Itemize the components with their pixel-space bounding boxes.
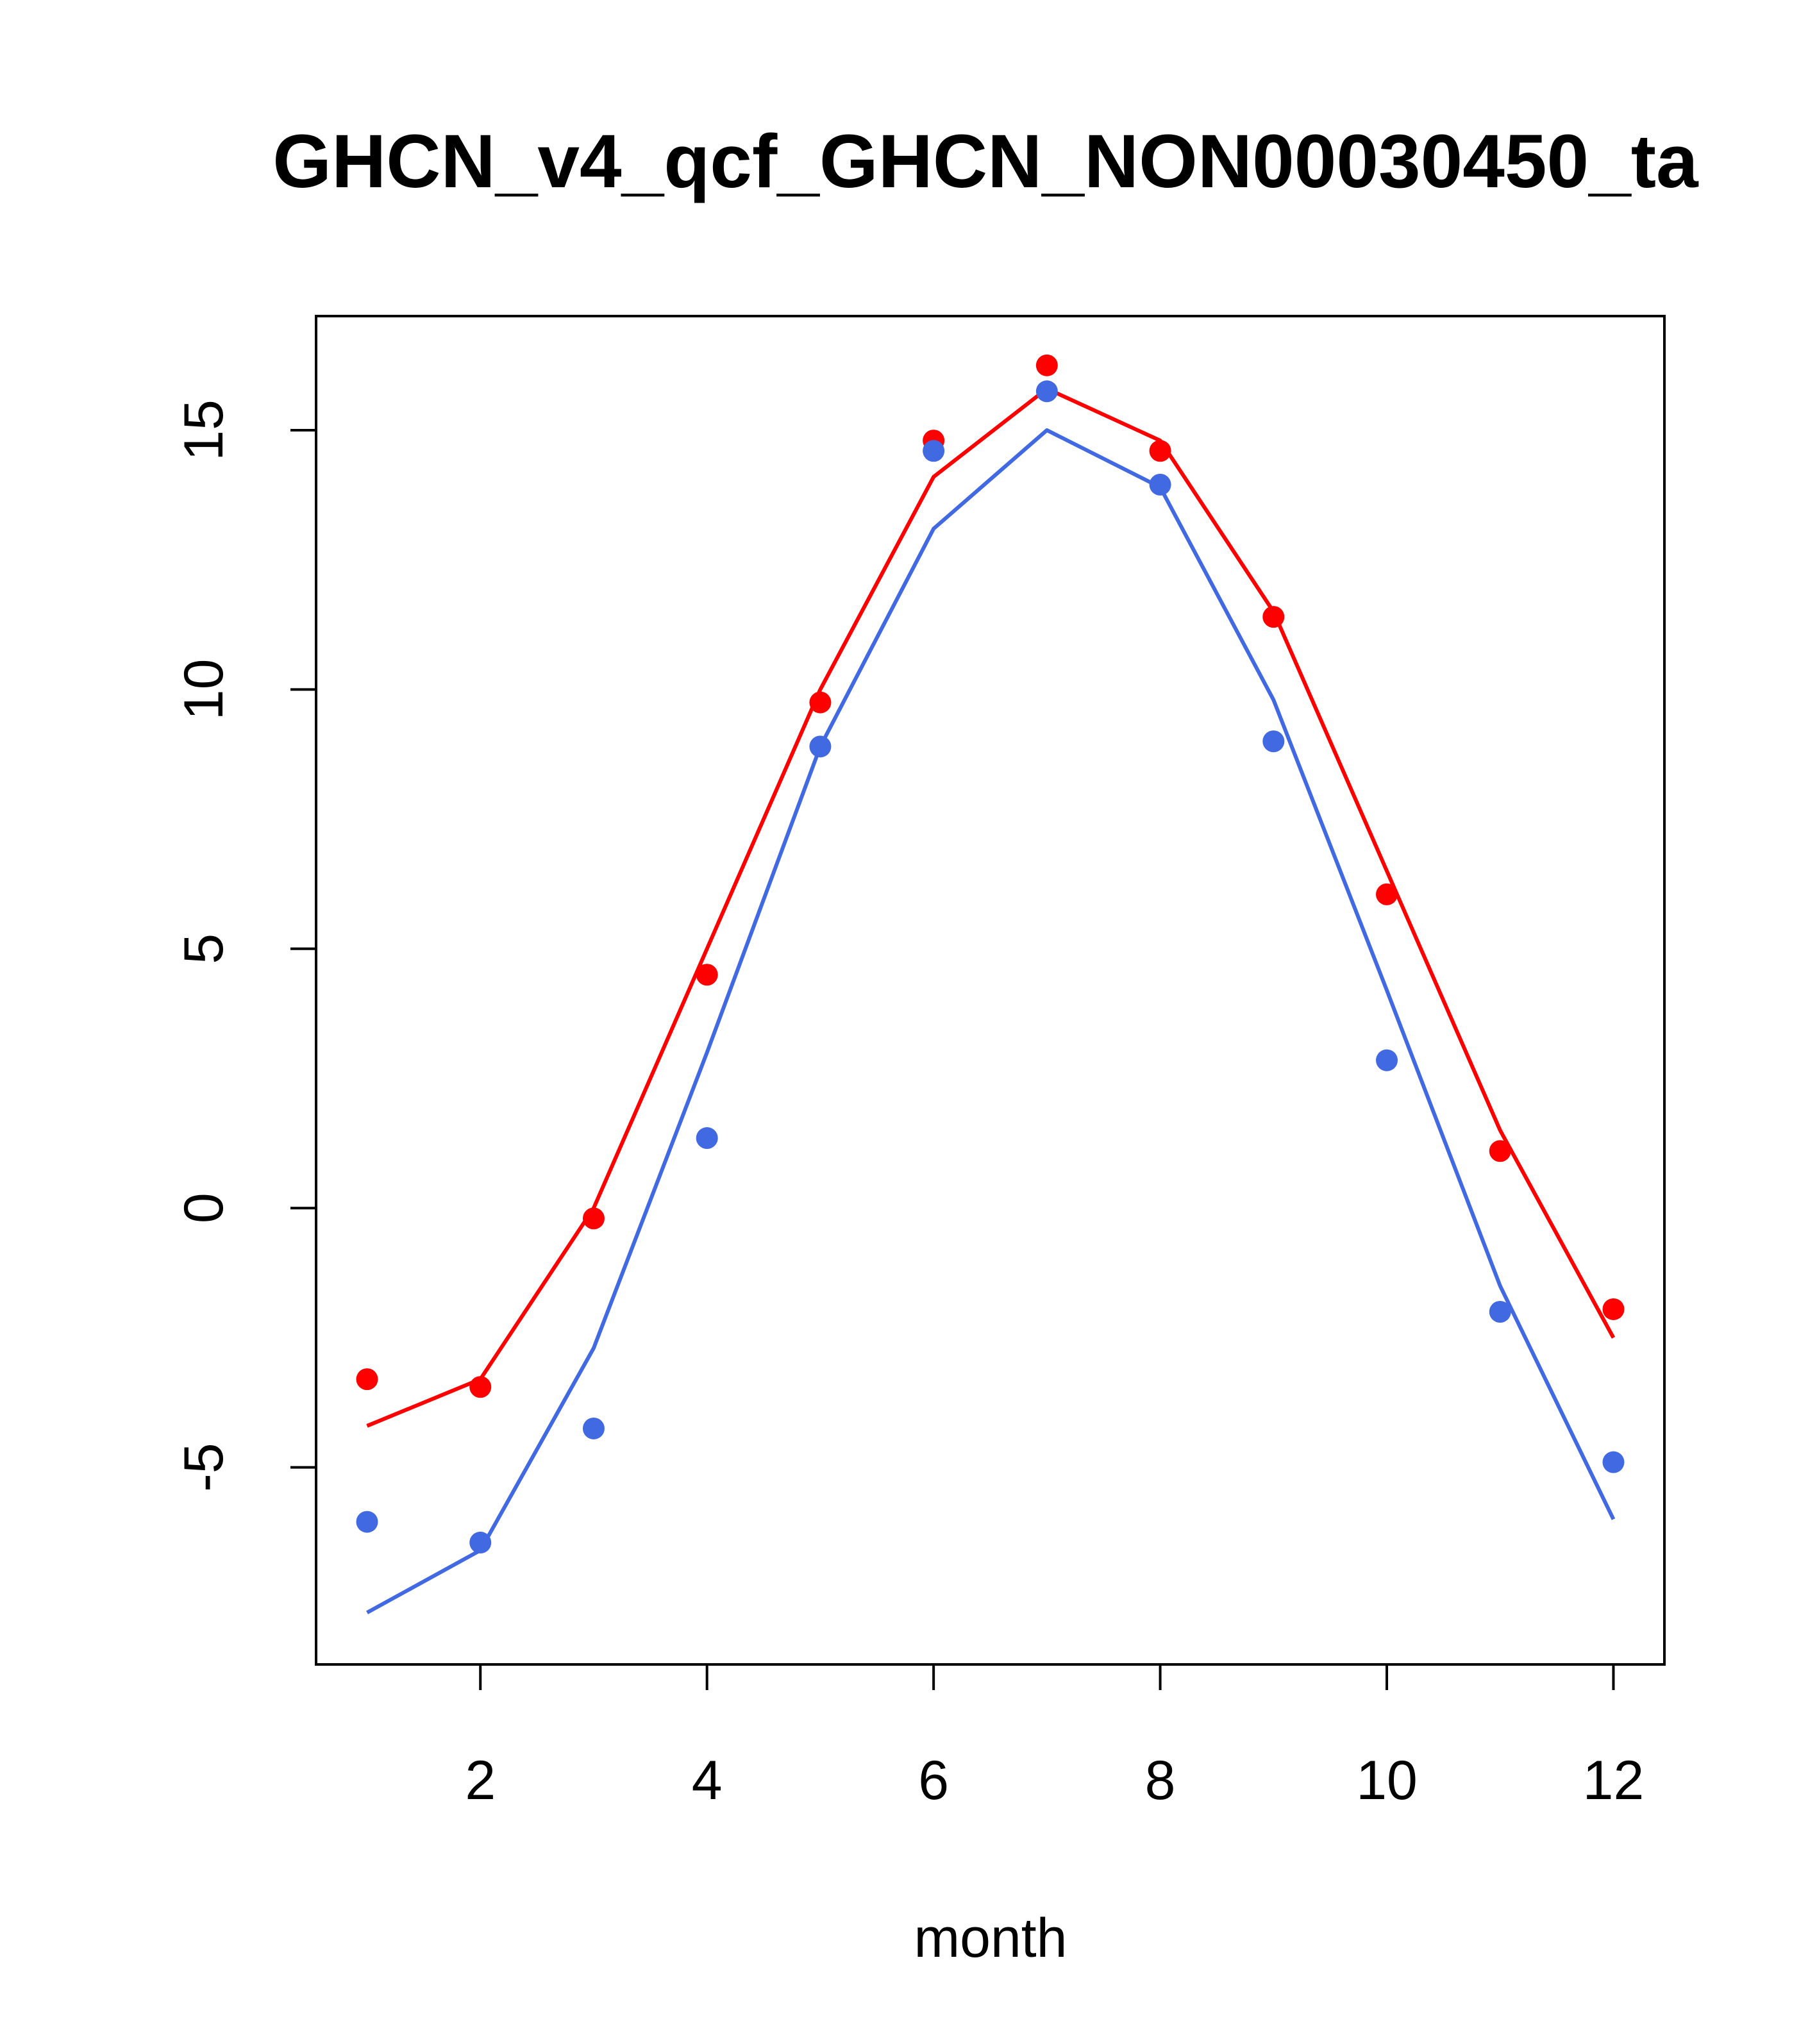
data-point	[582, 1417, 605, 1439]
y-tick-label: 10	[173, 659, 235, 721]
data-point	[1035, 380, 1058, 403]
data-point	[1376, 883, 1398, 905]
y-axis: -5 0 5 10 15	[173, 399, 317, 1492]
series-layer	[356, 354, 1625, 1614]
x-tick-label: 8	[1145, 1750, 1176, 1811]
data-point	[696, 1127, 718, 1150]
x-tick-label: 2	[465, 1750, 496, 1811]
data-point	[1149, 473, 1171, 496]
data-point	[696, 964, 718, 986]
y-tick-label: 15	[173, 399, 235, 461]
data-point	[1149, 440, 1171, 462]
series-line	[366, 387, 1616, 1428]
x-tick-label: 12	[1583, 1750, 1645, 1811]
data-point	[582, 1207, 605, 1230]
data-point	[923, 440, 945, 462]
data-point	[469, 1376, 492, 1398]
data-point	[1035, 354, 1058, 376]
y-tick-label: 0	[173, 1193, 235, 1223]
x-axis: 2 4 6 8 10 12	[465, 1663, 1645, 1811]
data-point	[1376, 1049, 1398, 1071]
data-point	[809, 735, 832, 758]
y-tick-label: -5	[173, 1443, 235, 1491]
data-point	[1602, 1451, 1625, 1473]
data-point	[1262, 730, 1285, 753]
series-line	[366, 428, 1616, 1614]
data-point	[1262, 606, 1285, 628]
y-tick-label: 5	[173, 934, 235, 964]
data-point	[1602, 1298, 1625, 1320]
data-point	[356, 1511, 378, 1533]
chart-title: GHCN_v4_qcf_GHCN_NON00030450_ta	[272, 119, 1699, 204]
x-tick-label: 10	[1356, 1750, 1418, 1811]
data-point	[469, 1531, 492, 1554]
series-1	[356, 354, 1625, 1428]
data-point	[1489, 1300, 1511, 1323]
x-tick-label: 4	[692, 1750, 723, 1811]
data-point	[809, 691, 832, 714]
plot-frame	[315, 315, 1666, 1666]
x-axis-label: month	[914, 1907, 1067, 1969]
data-point	[356, 1368, 378, 1391]
series-2	[356, 380, 1625, 1614]
data-point	[1489, 1140, 1511, 1162]
x-tick-label: 6	[918, 1750, 949, 1811]
